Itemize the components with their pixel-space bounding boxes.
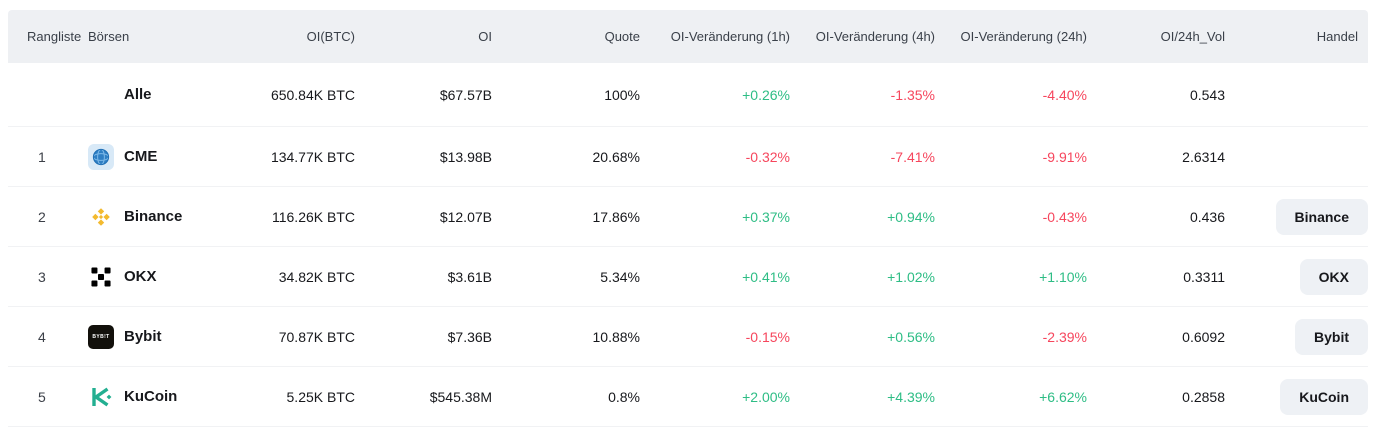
quote-value: 20.68% <box>592 148 640 165</box>
oi-change-1h-value: -0.15% <box>745 328 790 345</box>
header-quote[interactable]: Quote <box>604 29 640 44</box>
exchange-cell-cme[interactable]: CME <box>84 143 234 170</box>
table-header-row: Rangliste Börsen OI(BTC) OI Quote OI-Ver… <box>8 10 1368 63</box>
header-oi-btc[interactable]: OI(BTC) <box>306 29 355 44</box>
oi-change-4h-value: +4.39% <box>887 388 935 405</box>
exchange-cell-okx[interactable]: OKX <box>84 264 234 290</box>
oi-change-1h-value: +0.26% <box>742 86 790 103</box>
oi-change-24h-value: +6.62% <box>1039 388 1087 405</box>
bybit-logo-text: BYB!T <box>88 324 114 349</box>
oi-24h-vol-value: 0.436 <box>1189 208 1225 225</box>
exchange-name: KuCoin <box>124 388 178 405</box>
oi-24h-vol-value: 2.6314 <box>1182 148 1225 165</box>
rank-value: 1 <box>38 148 46 165</box>
header-oi-change-4h[interactable]: OI-Veränderung (4h) <box>815 29 935 44</box>
oi-btc-value: 34.82K BTC <box>278 268 355 285</box>
oi-change-24h-value: -2.39% <box>1042 328 1087 345</box>
oi-value: $13.98B <box>439 148 492 165</box>
exchange-cell-kucoin[interactable]: KuCoin <box>84 384 234 410</box>
oi-btc-value: 70.87K BTC <box>278 328 355 345</box>
trade-cell: Bybit <box>1225 318 1368 355</box>
oi-btc-value: 116.26K BTC <box>271 208 355 225</box>
kucoin-icon <box>88 384 114 410</box>
oi-value: $67.57B <box>439 86 492 103</box>
oi-value: $7.36B <box>447 328 492 345</box>
table-row: Alle 650.84K BTC $67.57B 100% +0.26% -1.… <box>8 63 1368 127</box>
trade-button-okx[interactable]: OKX <box>1299 258 1368 295</box>
icon-placeholder <box>88 82 114 108</box>
oi-change-24h-value: +1.10% <box>1039 268 1087 285</box>
oi-change-24h-value: -0.43% <box>1042 208 1087 225</box>
rank-value: 2 <box>38 208 46 225</box>
trade-button-kucoin[interactable]: KuCoin <box>1280 378 1368 415</box>
quote-value: 17.86% <box>592 208 640 225</box>
table-row: 5 KuCoin 5.25K BTC $545.38M 0.8% +2.00% … <box>8 367 1368 427</box>
oi-change-4h-value: -7.41% <box>890 148 935 165</box>
header-oi-change-24h[interactable]: OI-Veränderung (24h) <box>960 29 1087 44</box>
oi-24h-vol-value: 0.2858 <box>1182 388 1225 405</box>
oi-change-1h-value: -0.32% <box>745 148 790 165</box>
trade-button-binance[interactable]: Binance <box>1275 198 1368 235</box>
rank-value: 4 <box>38 328 46 345</box>
bybit-icon: BYB!T <box>88 324 114 350</box>
quote-value: 10.88% <box>592 328 640 345</box>
table-row: 1 CME 134.77K BTC $13.98B 20.68% -0.32% … <box>8 127 1368 187</box>
header-trade: Handel <box>1316 29 1358 44</box>
quote-value: 0.8% <box>608 388 640 405</box>
table-row: 4 BYB!T Bybit 70.87K BTC $7.36B 10.88% -… <box>8 307 1368 367</box>
okx-icon <box>88 264 114 290</box>
trade-cell: KuCoin <box>1225 378 1368 415</box>
header-oi-24h-vol[interactable]: OI/24h_Vol <box>1160 29 1225 44</box>
oi-change-4h-value: +1.02% <box>887 268 935 285</box>
oi-24h-vol-value: 0.543 <box>1189 86 1225 103</box>
rank-value: 5 <box>38 388 46 405</box>
quote-value: 100% <box>604 86 640 103</box>
oi-change-24h-value: -9.91% <box>1042 148 1087 165</box>
exchange-name: Binance <box>124 208 183 225</box>
table-row: 3 OKX 34.82K BTC $3.61B 5.34% +0.41% +1.… <box>8 247 1368 307</box>
header-exchange[interactable]: Börsen <box>88 29 130 44</box>
binance-icon <box>88 204 114 230</box>
oi-change-4h-value: +0.94% <box>887 208 935 225</box>
exchange-cell-alle[interactable]: Alle <box>84 82 234 108</box>
rank-value: 3 <box>38 268 46 285</box>
oi-change-24h-value: -4.40% <box>1042 86 1087 103</box>
trade-cell: Binance <box>1225 198 1368 235</box>
oi-btc-value: 134.77K BTC <box>270 148 355 165</box>
cme-icon <box>88 143 114 170</box>
oi-change-1h-value: +2.00% <box>742 388 790 405</box>
header-oi[interactable]: OI <box>478 29 492 44</box>
oi-24h-vol-value: 0.6092 <box>1182 328 1225 345</box>
oi-btc-value: 5.25K BTC <box>286 388 355 405</box>
oi-24h-vol-value: 0.3311 <box>1183 268 1225 285</box>
quote-value: 5.34% <box>600 268 640 285</box>
oi-btc-value: 650.84K BTC <box>270 86 355 103</box>
exchange-cell-binance[interactable]: Binance <box>84 204 234 230</box>
header-rank[interactable]: Rangliste <box>27 29 82 44</box>
exchange-open-interest-table: Rangliste Börsen OI(BTC) OI Quote OI-Ver… <box>8 10 1368 427</box>
exchange-name: Alle <box>124 86 152 103</box>
oi-change-4h-value: -1.35% <box>890 86 935 103</box>
oi-change-4h-value: +0.56% <box>887 328 935 345</box>
trade-button-bybit[interactable]: Bybit <box>1295 318 1368 355</box>
oi-value: $545.38M <box>429 388 492 405</box>
exchange-name: Bybit <box>124 328 162 345</box>
exchange-name: CME <box>124 148 158 165</box>
exchange-name: OKX <box>124 268 157 285</box>
trade-cell: OKX <box>1225 258 1368 295</box>
exchange-cell-bybit[interactable]: BYB!T Bybit <box>84 324 234 350</box>
header-oi-change-1h[interactable]: OI-Veränderung (1h) <box>670 29 790 44</box>
table-row: 2 Binance 116.26K BTC $12.07B 17.86% +0.… <box>8 187 1368 247</box>
oi-value: $12.07B <box>439 208 492 225</box>
oi-value: $3.61B <box>447 268 492 285</box>
oi-change-1h-value: +0.41% <box>742 268 790 285</box>
oi-change-1h-value: +0.37% <box>742 208 790 225</box>
